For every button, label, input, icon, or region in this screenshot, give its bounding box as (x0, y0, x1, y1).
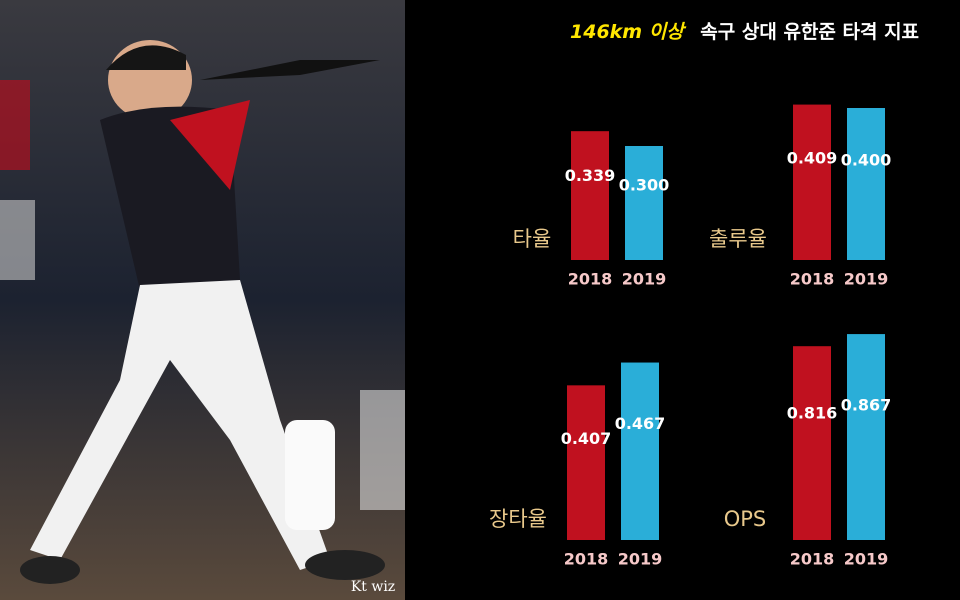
value-label: 0.867 (841, 396, 892, 415)
bar (847, 108, 885, 260)
x-tick-label: 2018 (790, 270, 835, 289)
panel-label: 타율 (513, 227, 552, 251)
title-text: 속구 상대 유한준 타격 지표 (700, 21, 919, 43)
bar (625, 146, 663, 260)
bar (567, 385, 605, 540)
bar (571, 131, 609, 260)
value-label: 0.400 (841, 151, 892, 170)
panel-label: OPS (724, 507, 767, 531)
value-label: 0.816 (787, 404, 838, 423)
value-label: 0.300 (619, 175, 670, 194)
panel-label: 장타율 (489, 507, 547, 531)
x-tick-label: 2019 (844, 550, 889, 569)
bar (621, 362, 659, 540)
value-label: 0.407 (561, 429, 612, 448)
x-tick-label: 2018 (568, 270, 613, 289)
bar (847, 334, 885, 540)
photo-credit: Kt wiz (351, 579, 395, 595)
x-tick-label: 2019 (618, 550, 663, 569)
bar (793, 104, 831, 260)
x-tick-label: 2019 (622, 270, 667, 289)
value-label: 0.467 (615, 414, 666, 433)
player-photo: Kt wiz (0, 0, 405, 600)
value-label: 0.339 (565, 166, 616, 185)
panel-label: 출루율 (709, 227, 767, 251)
title-highlight: 146km 이상 (570, 21, 687, 43)
x-tick-label: 2018 (564, 550, 609, 569)
value-label: 0.409 (787, 148, 838, 167)
x-tick-label: 2018 (790, 550, 835, 569)
bar (793, 346, 831, 540)
x-tick-label: 2019 (844, 270, 889, 289)
chart-title: 146km 이상 속구 상대 유한준 타격 지표 (570, 21, 919, 43)
